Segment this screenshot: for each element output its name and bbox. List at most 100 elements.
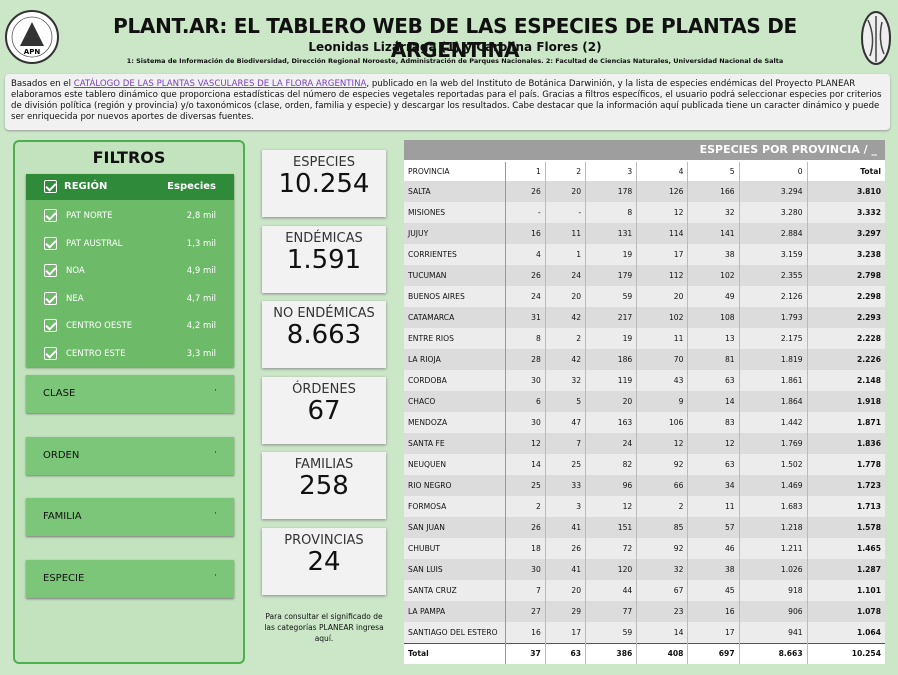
checkbox[interactable] xyxy=(44,264,57,277)
table-row: PROVINCIA 1 2 3 4 5 0 Total xyxy=(404,162,885,181)
table-cell: 2.884 xyxy=(739,223,808,244)
checkbox[interactable] xyxy=(44,180,57,193)
table-cell: 8.663 xyxy=(739,642,808,664)
kpi-label: FAMILIAS xyxy=(294,457,354,473)
checkbox[interactable] xyxy=(44,236,57,250)
table-cell: 70 xyxy=(636,349,689,370)
table-cell: 1.026 xyxy=(739,559,808,580)
table-cell: 63 xyxy=(687,370,740,391)
table-cell: 151 xyxy=(585,517,638,538)
kpi-label: NO ENDÉMICAS xyxy=(273,306,375,322)
dropdown[interactable]: ESPECIE ⋅ xyxy=(26,559,234,598)
table-cell: 9 xyxy=(636,391,689,412)
region-row[interactable]: NEA 4,7 mil xyxy=(26,285,234,312)
table-cell: 12 xyxy=(505,433,546,454)
table-cell: 2.298 xyxy=(807,286,885,307)
kpi-value: 8.663 xyxy=(286,320,362,351)
table-cell: ENTRE RIOS xyxy=(404,328,506,349)
region-count: 3,3 mil xyxy=(186,348,216,359)
table-row: CORRIENTES 4 1 19 17 38 3.159 3.238 xyxy=(404,244,885,265)
table-cell: 2.148 xyxy=(807,370,885,391)
table-cell: 72 xyxy=(585,538,638,559)
table-cell: 24 xyxy=(585,433,638,454)
region-row[interactable]: PAT AUSTRAL 1,3 mil xyxy=(26,230,234,257)
dropdown[interactable]: ORDEN ⋅ xyxy=(26,436,234,475)
table-cell: 20 xyxy=(585,391,638,412)
table-cell: 0 xyxy=(739,162,808,181)
table-cell: 2.293 xyxy=(807,307,885,328)
table-cell: 3.297 xyxy=(807,223,885,244)
region-header[interactable]: REGIÓN Especies xyxy=(26,174,234,200)
checkbox[interactable] xyxy=(44,319,57,332)
kpi-card: FAMILIAS 258 xyxy=(262,452,386,520)
table-cell: 44 xyxy=(585,580,638,601)
table-cell: CORRIENTES xyxy=(404,244,506,265)
table-cell: 697 xyxy=(687,642,740,664)
table-cell: 1.211 xyxy=(739,538,808,559)
checkbox[interactable] xyxy=(44,291,57,305)
table-cell: 14 xyxy=(505,454,546,475)
filters-panel: FILTROS REGIÓN Especies PAT NORTE 2,8 mil… xyxy=(13,140,245,664)
table-cell: SAN JUAN xyxy=(404,517,506,538)
table-cell: CHUBUT xyxy=(404,538,506,559)
affiliations: 1: Sistema de Información de Biodiversid… xyxy=(126,57,784,65)
region-row[interactable]: NOA 4,9 mil xyxy=(26,257,234,284)
table-cell: RIO NEGRO xyxy=(404,475,506,496)
dropdown[interactable]: CLASE ⋅ xyxy=(26,375,234,413)
table-cell: 1.713 xyxy=(807,496,885,517)
table-cell: 42 xyxy=(545,307,587,328)
dropdown-label: ORDEN xyxy=(43,449,80,461)
region-row[interactable]: CENTRO OESTE 4,2 mil xyxy=(26,312,234,339)
checkbox[interactable] xyxy=(44,209,57,222)
catalog-link[interactable]: CATÁLOGO DE LAS PLANTAS VASCULARES DE LA… xyxy=(73,79,367,89)
table-row: FORMOSA 2 3 12 2 11 1.683 1.713 xyxy=(404,496,885,517)
table-row: SANTIAGO DEL ESTERO 16 17 59 14 17 941 1.064 xyxy=(404,622,885,643)
table-cell: 59 xyxy=(585,286,638,307)
table-row: LA PAMPA 27 29 77 23 16 906 1.078 xyxy=(404,601,885,622)
checkbox[interactable] xyxy=(44,346,57,360)
kpi-value: 67 xyxy=(307,395,341,426)
table-cell: 32 xyxy=(636,559,689,580)
dropdown[interactable]: FAMILIA ⋅ xyxy=(26,498,234,536)
region-row[interactable]: CENTRO ESTE 3,3 mil xyxy=(26,340,234,367)
table-row: SANTA CRUZ 7 20 44 67 45 918 1.101 xyxy=(404,580,885,601)
table-cell: 32 xyxy=(687,202,740,223)
table-cell: 8 xyxy=(585,202,638,223)
table-cell: 12 xyxy=(585,496,638,517)
table-row: JUJUY 16 11 131 114 141 2.884 3.297 xyxy=(404,223,885,244)
table-row: CHUBUT 18 26 72 92 46 1.211 1.465 xyxy=(404,538,885,559)
table-cell: 31 xyxy=(505,307,546,328)
table-cell: 82 xyxy=(585,454,638,475)
dropdown-arrow: ⋅ xyxy=(214,509,217,519)
dropdown-label: ESPECIE xyxy=(43,572,85,584)
table-cell: 14 xyxy=(636,622,689,643)
kpi-value: 258 xyxy=(299,471,349,502)
kpi-value: 24 xyxy=(307,547,341,577)
table-cell: 1.442 xyxy=(739,412,808,433)
table-cell: 20 xyxy=(545,580,587,601)
table-cell: 11 xyxy=(636,328,689,349)
note-link[interactable]: Para consultar el significado de las cat… xyxy=(264,612,384,643)
table-cell: 11 xyxy=(545,223,587,244)
table-cell: 49 xyxy=(687,286,740,307)
table-cell: 1.683 xyxy=(739,496,808,517)
table-cell: 46 xyxy=(687,538,740,559)
table: PROVINCIA 1 2 3 4 5 0 Total SALTA 26 20 178 126 166 3.… xyxy=(404,162,885,664)
region-name: NEA xyxy=(66,293,84,304)
table-cell: SANTA FE xyxy=(404,433,506,454)
table-cell: CHACO xyxy=(404,391,506,412)
kpi-label: ENDÉMICAS xyxy=(285,230,363,246)
region-row[interactable]: PAT NORTE 2,8 mil xyxy=(26,202,234,229)
table-cell: 25 xyxy=(545,454,587,475)
table-cell: 2 xyxy=(545,328,587,349)
table-cell: 1 xyxy=(505,162,546,181)
table-cell: 2.355 xyxy=(739,265,808,286)
table-cell: 3.159 xyxy=(739,244,808,265)
table-cell: SANTA CRUZ xyxy=(404,580,506,601)
table-cell: CORDOBA xyxy=(404,370,506,391)
table-cell: 26 xyxy=(545,538,587,559)
table-cell: 67 xyxy=(636,580,689,601)
table-cell: 66 xyxy=(636,475,689,496)
table-cell: 16 xyxy=(505,622,546,643)
table-cell: 14 xyxy=(687,391,740,412)
